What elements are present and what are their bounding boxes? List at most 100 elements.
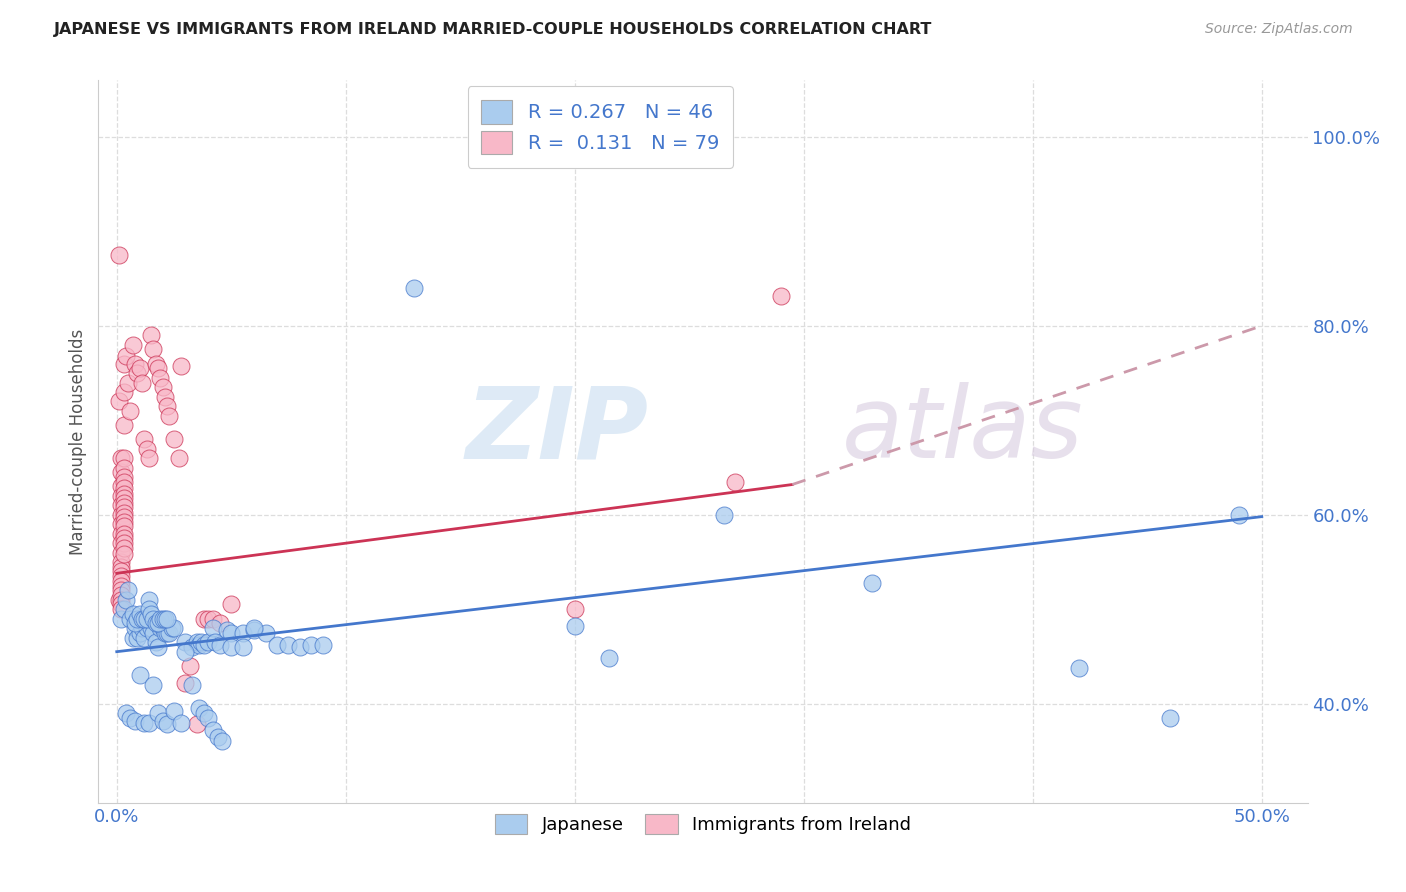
Point	[181, 678, 204, 692]
Point	[110, 536, 132, 550]
Point	[157, 625, 180, 640]
Point	[152, 612, 174, 626]
Legend: Japanese, Immigrants from Ireland: Japanese, Immigrants from Ireland	[485, 805, 921, 843]
Point	[110, 592, 132, 607]
Point	[138, 602, 160, 616]
Point	[110, 598, 132, 612]
Point	[211, 734, 233, 748]
Point	[862, 575, 884, 590]
Point	[163, 432, 186, 446]
Point	[207, 730, 229, 744]
Point	[121, 607, 143, 621]
Point	[146, 361, 169, 376]
Point	[110, 578, 132, 592]
Point	[139, 607, 162, 621]
Point	[564, 619, 586, 633]
Point	[112, 516, 135, 530]
Point	[1227, 508, 1250, 522]
Point	[121, 337, 143, 351]
Point	[193, 612, 215, 626]
Point	[110, 569, 132, 583]
Point	[219, 640, 242, 654]
Point	[145, 616, 167, 631]
Point	[127, 631, 149, 645]
Point	[131, 612, 153, 626]
Point	[135, 442, 157, 456]
Point	[157, 409, 180, 423]
Point	[110, 489, 132, 503]
Point	[110, 517, 132, 532]
Point	[110, 451, 132, 466]
Point	[112, 500, 135, 515]
Point	[115, 706, 138, 720]
Point	[134, 715, 156, 730]
Point	[186, 717, 208, 731]
Point	[112, 519, 135, 533]
Point	[135, 621, 157, 635]
Point	[170, 715, 193, 730]
Point	[312, 638, 335, 652]
Point	[156, 717, 179, 731]
Point	[135, 612, 157, 626]
Point	[188, 638, 211, 652]
Point	[163, 704, 186, 718]
Point	[232, 625, 254, 640]
Point	[128, 607, 150, 621]
Point	[193, 638, 215, 652]
Point	[112, 417, 135, 432]
Point	[110, 555, 132, 569]
Point	[112, 509, 135, 524]
Point	[190, 635, 212, 649]
Point	[201, 621, 224, 635]
Point	[131, 621, 153, 635]
Point	[124, 621, 146, 635]
Point	[110, 545, 132, 559]
Point	[124, 357, 146, 371]
Point	[112, 526, 135, 541]
Point	[598, 651, 620, 665]
Point	[149, 371, 172, 385]
Point	[156, 625, 179, 640]
Point	[197, 711, 219, 725]
Point	[208, 616, 231, 631]
Point	[134, 631, 156, 645]
Point	[128, 625, 150, 640]
Point	[243, 621, 266, 635]
Point	[108, 592, 131, 607]
Point	[134, 432, 156, 446]
Point	[153, 625, 176, 640]
Point	[112, 506, 135, 520]
Point	[121, 631, 143, 645]
Point	[152, 714, 174, 728]
Point	[128, 668, 150, 682]
Point	[108, 248, 131, 262]
Point	[1067, 661, 1090, 675]
Point	[174, 645, 197, 659]
Text: atlas: atlas	[842, 382, 1084, 479]
Point	[142, 678, 165, 692]
Point	[134, 612, 156, 626]
Point	[117, 583, 139, 598]
Point	[288, 640, 311, 654]
Point	[110, 465, 132, 479]
Point	[243, 623, 266, 637]
Point	[152, 380, 174, 394]
Point	[120, 404, 142, 418]
Point	[724, 475, 747, 489]
Point	[112, 536, 135, 550]
Point	[112, 548, 135, 562]
Point	[128, 361, 150, 376]
Point	[219, 625, 242, 640]
Point	[127, 366, 149, 380]
Point	[112, 532, 135, 546]
Point	[188, 701, 211, 715]
Point	[142, 343, 165, 357]
Point	[115, 592, 138, 607]
Point	[138, 451, 160, 466]
Point	[131, 376, 153, 390]
Text: ZIP: ZIP	[465, 382, 648, 479]
Point	[112, 602, 135, 616]
Point	[124, 714, 146, 728]
Point	[115, 349, 138, 363]
Point	[110, 526, 132, 541]
